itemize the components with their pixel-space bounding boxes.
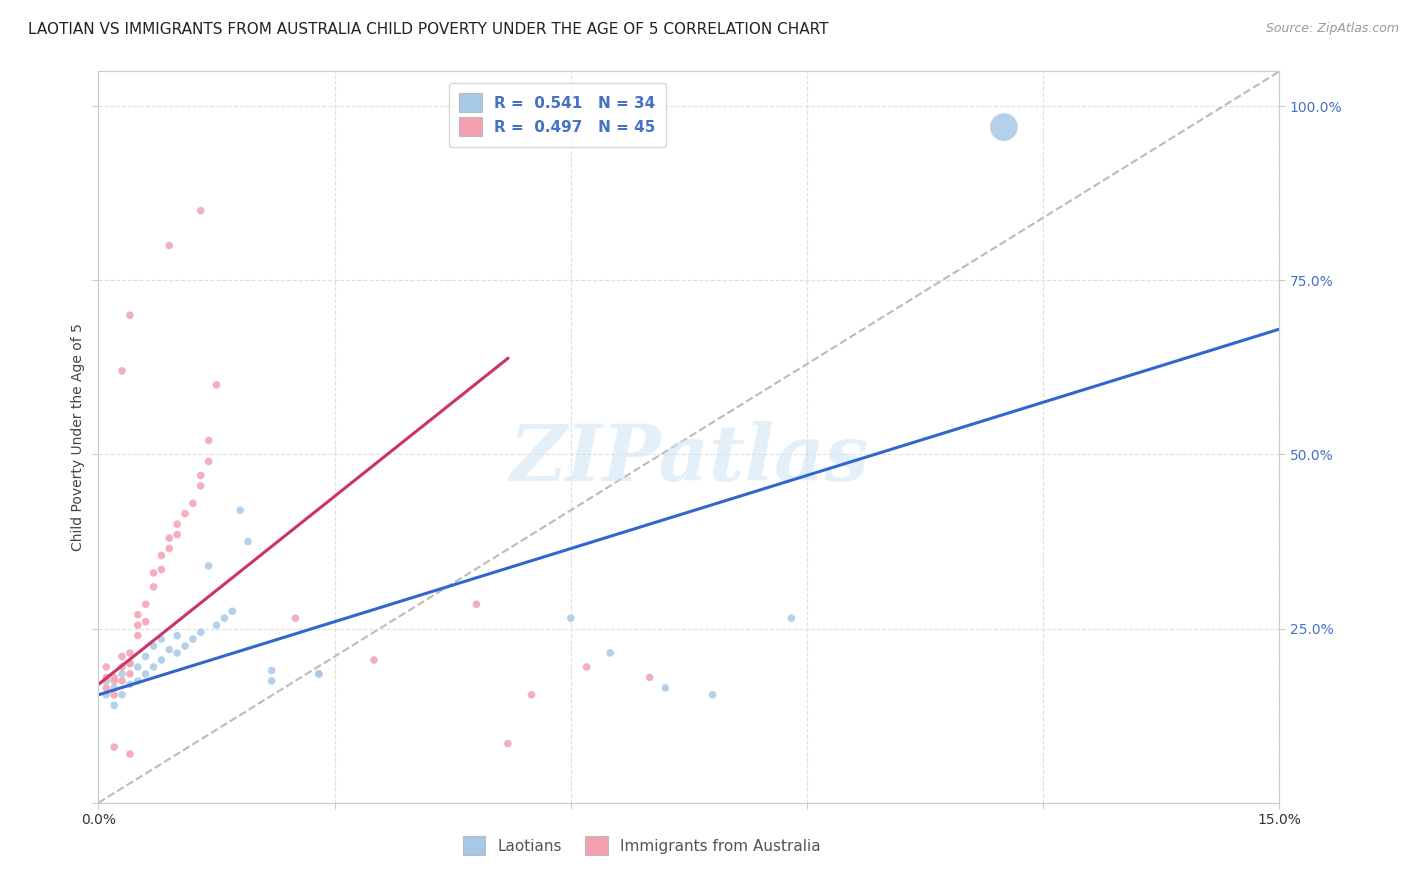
Point [118, 667, 141, 681]
Point [205, 377, 228, 392]
Point [118, 657, 141, 671]
Point [181, 632, 204, 646]
Point [150, 632, 173, 646]
Point [993, 120, 1015, 134]
Point [702, 688, 724, 702]
Point [166, 517, 188, 532]
Point [111, 673, 134, 688]
Point [142, 660, 165, 674]
Point [135, 667, 157, 681]
Point [142, 639, 165, 653]
Point [174, 507, 197, 521]
Point [157, 238, 180, 252]
Point [166, 527, 188, 541]
Point [308, 667, 330, 681]
Point [96, 670, 118, 684]
Point [560, 611, 582, 625]
Point [190, 479, 212, 493]
Point [236, 534, 259, 549]
Point [174, 639, 197, 653]
Point [190, 625, 212, 640]
Point [575, 660, 598, 674]
Point [308, 667, 330, 681]
Point [157, 531, 180, 545]
Point [103, 740, 125, 755]
Point [214, 611, 236, 625]
Point [111, 660, 134, 674]
Point [118, 747, 141, 761]
Point [96, 673, 118, 688]
Point [118, 657, 141, 671]
Point [638, 670, 661, 684]
Point [150, 653, 173, 667]
Point [96, 681, 118, 695]
Point [181, 496, 204, 510]
Point [135, 649, 157, 664]
Point [111, 649, 134, 664]
Point [111, 688, 134, 702]
Point [150, 549, 173, 563]
Point [260, 664, 283, 678]
Point [103, 681, 125, 695]
Point [103, 670, 125, 684]
Point [284, 611, 307, 625]
Point [197, 454, 219, 468]
Point [135, 597, 157, 611]
Point [96, 688, 118, 702]
Point [780, 611, 803, 625]
Point [205, 618, 228, 632]
Point [142, 580, 165, 594]
Point [166, 629, 188, 643]
Point [229, 503, 252, 517]
Point [166, 646, 188, 660]
Point [103, 698, 125, 713]
Point [496, 737, 519, 751]
Point [363, 653, 385, 667]
Point [127, 660, 149, 674]
Point [111, 667, 134, 681]
Point [127, 607, 149, 622]
Point [197, 558, 219, 573]
Y-axis label: Child Poverty Under the Age of 5: Child Poverty Under the Age of 5 [70, 323, 84, 551]
Point [103, 688, 125, 702]
Point [157, 541, 180, 556]
Point [221, 604, 243, 618]
Point [118, 677, 141, 691]
Point [197, 434, 219, 448]
Point [157, 642, 180, 657]
Legend: Laotians, Immigrants from Australia: Laotians, Immigrants from Australia [457, 830, 827, 861]
Text: Source: ZipAtlas.com: Source: ZipAtlas.com [1265, 22, 1399, 36]
Point [654, 681, 676, 695]
Point [111, 364, 134, 378]
Point [135, 615, 157, 629]
Point [127, 673, 149, 688]
Point [465, 597, 488, 611]
Point [118, 646, 141, 660]
Point [150, 562, 173, 576]
Text: ZIPatlas: ZIPatlas [509, 421, 869, 497]
Point [127, 629, 149, 643]
Point [142, 566, 165, 580]
Point [103, 673, 125, 688]
Point [599, 646, 621, 660]
Point [190, 468, 212, 483]
Point [118, 308, 141, 322]
Point [520, 688, 543, 702]
Point [96, 660, 118, 674]
Point [260, 673, 283, 688]
Point [127, 618, 149, 632]
Text: LAOTIAN VS IMMIGRANTS FROM AUSTRALIA CHILD POVERTY UNDER THE AGE OF 5 CORRELATIO: LAOTIAN VS IMMIGRANTS FROM AUSTRALIA CHI… [28, 22, 828, 37]
Point [190, 203, 212, 218]
